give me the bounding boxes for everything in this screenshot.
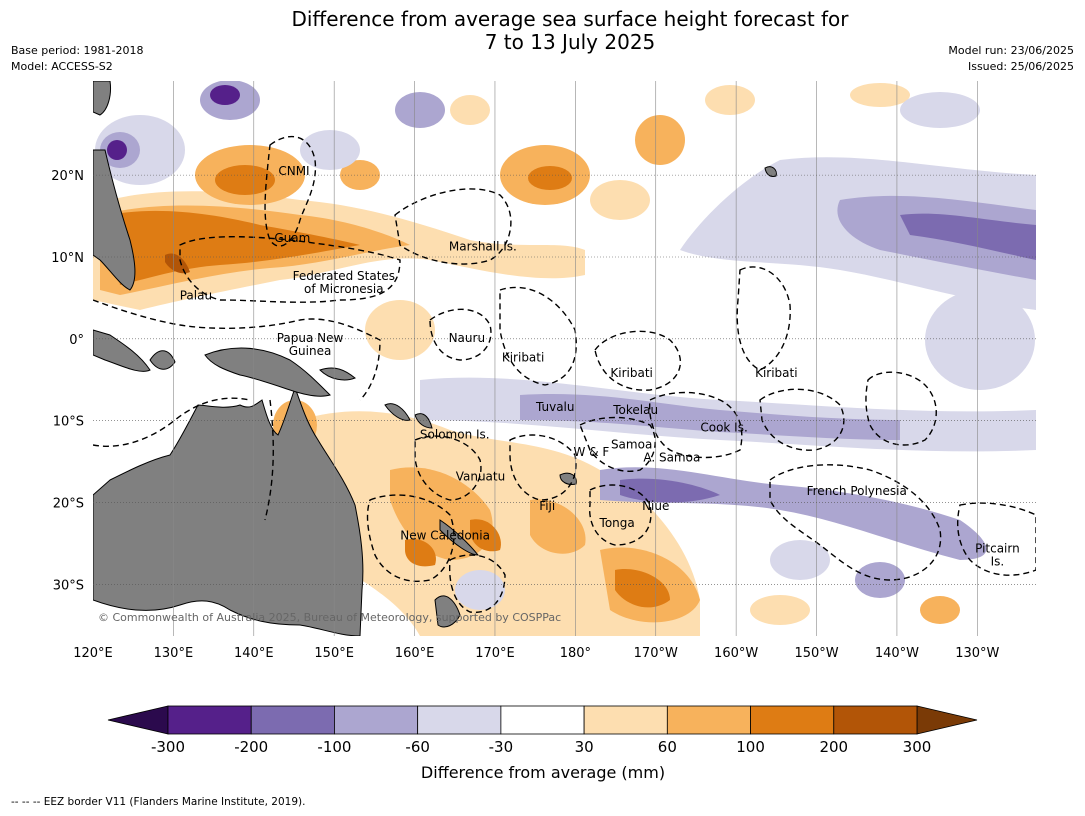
place-label: Tonga bbox=[599, 516, 635, 530]
place-label: Nauru bbox=[449, 331, 485, 345]
lon-tick-label: 170°E bbox=[475, 646, 515, 661]
lon-tick-label: 140°W bbox=[875, 646, 919, 661]
model-run: Model run: 23/06/2025 bbox=[948, 44, 1074, 57]
lat-tick-label: 10°N bbox=[51, 251, 84, 266]
meta-left: Base period: 1981-2018 Model: ACCESS-S2 bbox=[11, 43, 143, 75]
eez-borders bbox=[93, 135, 1036, 614]
hawaii-landmass bbox=[764, 166, 777, 177]
colorbar-tick-label: 100 bbox=[736, 738, 765, 756]
colorbar-tick-label: -30 bbox=[489, 738, 514, 756]
place-label: Federated States bbox=[293, 269, 395, 283]
place-label: Samoa bbox=[611, 437, 652, 451]
lon-tick-label: 140°E bbox=[234, 646, 274, 661]
place-label: Kiribati bbox=[755, 366, 797, 380]
meta-right: Model run: 23/06/2025 Issued: 25/06/2025 bbox=[948, 43, 1074, 75]
indonesia-landmass bbox=[93, 329, 151, 372]
australia-landmass bbox=[93, 386, 364, 636]
colorbar-swatch bbox=[167, 705, 252, 735]
colorbar-under-arrow bbox=[107, 705, 169, 735]
place-label: Guinea bbox=[289, 344, 332, 358]
issued-date: Issued: 25/06/2025 bbox=[967, 60, 1074, 73]
lat-tick-label: 30°S bbox=[53, 578, 84, 593]
colorbar-tick-label: 60 bbox=[658, 738, 677, 756]
map-title: Difference from average sea surface heig… bbox=[0, 8, 1085, 54]
colorbar-swatch bbox=[750, 705, 835, 735]
taiwan-landmass bbox=[93, 81, 111, 116]
lon-tick-label: 170°W bbox=[634, 646, 678, 661]
place-label: Cook Is. bbox=[700, 420, 747, 434]
colorbar-tick-label: -60 bbox=[405, 738, 430, 756]
place-label: Guam bbox=[274, 231, 310, 245]
lon-tick-label: 160°E bbox=[395, 646, 435, 661]
place-label: Kiribati bbox=[502, 351, 544, 365]
place-label: Niue bbox=[642, 499, 669, 513]
colorbar-swatch bbox=[583, 705, 668, 735]
place-label: Vanuatu bbox=[456, 469, 506, 483]
colorbar-tick-label: -100 bbox=[317, 738, 351, 756]
longitude-tick-labels: 120°E 130°E 140°E 150°E 160°E 170°E 180° 170°W 1… bbox=[73, 646, 999, 661]
copyright-notice: © Commonwealth of Australia 2025, Bureau… bbox=[98, 611, 561, 624]
lat-tick-label: 0° bbox=[69, 333, 84, 348]
philippines-landmass bbox=[93, 149, 136, 291]
place-label: of Micronesia bbox=[304, 282, 384, 296]
title-line-1: Difference from average sea surface heig… bbox=[291, 7, 849, 31]
colorbar-tick-label: -300 bbox=[151, 738, 185, 756]
place-label: Marshall Is. bbox=[449, 239, 517, 253]
gridlines bbox=[93, 81, 1036, 636]
colorbar-title: Difference from average (mm) bbox=[421, 763, 665, 782]
place-label: Palau bbox=[180, 288, 212, 302]
colorbar-swatch bbox=[417, 705, 502, 735]
place-label: Is. bbox=[991, 555, 1005, 569]
lon-tick-label: 120°E bbox=[73, 646, 113, 661]
lon-tick-label: 130°E bbox=[154, 646, 194, 661]
lat-tick-label: 10°S bbox=[53, 415, 84, 430]
sulawesi-landmass bbox=[149, 350, 176, 370]
place-label: Papua New bbox=[277, 331, 344, 345]
lon-tick-label: 150°W bbox=[794, 646, 838, 661]
latitude-tick-labels: 20°N 10°N 0° 10°S 20°S 30°S bbox=[51, 169, 84, 593]
place-label: Pitcairn bbox=[975, 541, 1020, 555]
lon-tick-label: 150°E bbox=[314, 646, 354, 661]
colorbar-tick-label: 200 bbox=[819, 738, 848, 756]
anomaly-field bbox=[93, 81, 1036, 636]
colorbar-tick-label: 300 bbox=[903, 738, 932, 756]
place-label: French Polynesia bbox=[807, 484, 907, 498]
colorbar-tick-label: -200 bbox=[234, 738, 268, 756]
lon-tick-label: 130°W bbox=[955, 646, 999, 661]
place-label: A. Samoa bbox=[643, 451, 700, 465]
place-label: Solomon Is. bbox=[420, 428, 490, 442]
colorbar-tick-label: 30 bbox=[575, 738, 594, 756]
place-label: New Caledonia bbox=[400, 528, 490, 542]
colorbar-swatch bbox=[250, 705, 335, 735]
colorbar: -300 -200 -100 -60 -30 30 60 100 200 300 bbox=[107, 705, 978, 756]
lat-tick-label: 20°N bbox=[51, 169, 84, 184]
eez-footer-note: -- -- -- EEZ border V11 (Flanders Marine… bbox=[11, 796, 306, 808]
colorbar-over-arrow bbox=[916, 705, 978, 735]
base-period: Base period: 1981-2018 bbox=[11, 44, 144, 57]
place-label: Tokelau bbox=[612, 403, 658, 417]
colorbar-swatch bbox=[833, 705, 918, 735]
place-label: CNMI bbox=[278, 164, 309, 178]
lon-tick-label: 180° bbox=[560, 646, 591, 661]
place-label: W & F bbox=[574, 445, 610, 459]
place-label: Kiribati bbox=[610, 366, 652, 380]
new-guinea-landmass bbox=[204, 347, 331, 397]
lat-tick-label: 20°S bbox=[53, 497, 84, 512]
colorbar-swatch bbox=[666, 705, 751, 735]
model-name: Model: ACCESS-S2 bbox=[11, 60, 113, 73]
lon-tick-label: 160°W bbox=[714, 646, 758, 661]
place-label: Fiji bbox=[539, 499, 555, 513]
title-line-2: 7 to 13 July 2025 bbox=[484, 30, 656, 54]
place-label: Tuvalu bbox=[535, 400, 575, 414]
land bbox=[93, 81, 777, 636]
colorbar-swatch bbox=[500, 705, 585, 735]
colorbar-swatch bbox=[334, 705, 419, 735]
new-zealand-landmass bbox=[434, 595, 461, 628]
